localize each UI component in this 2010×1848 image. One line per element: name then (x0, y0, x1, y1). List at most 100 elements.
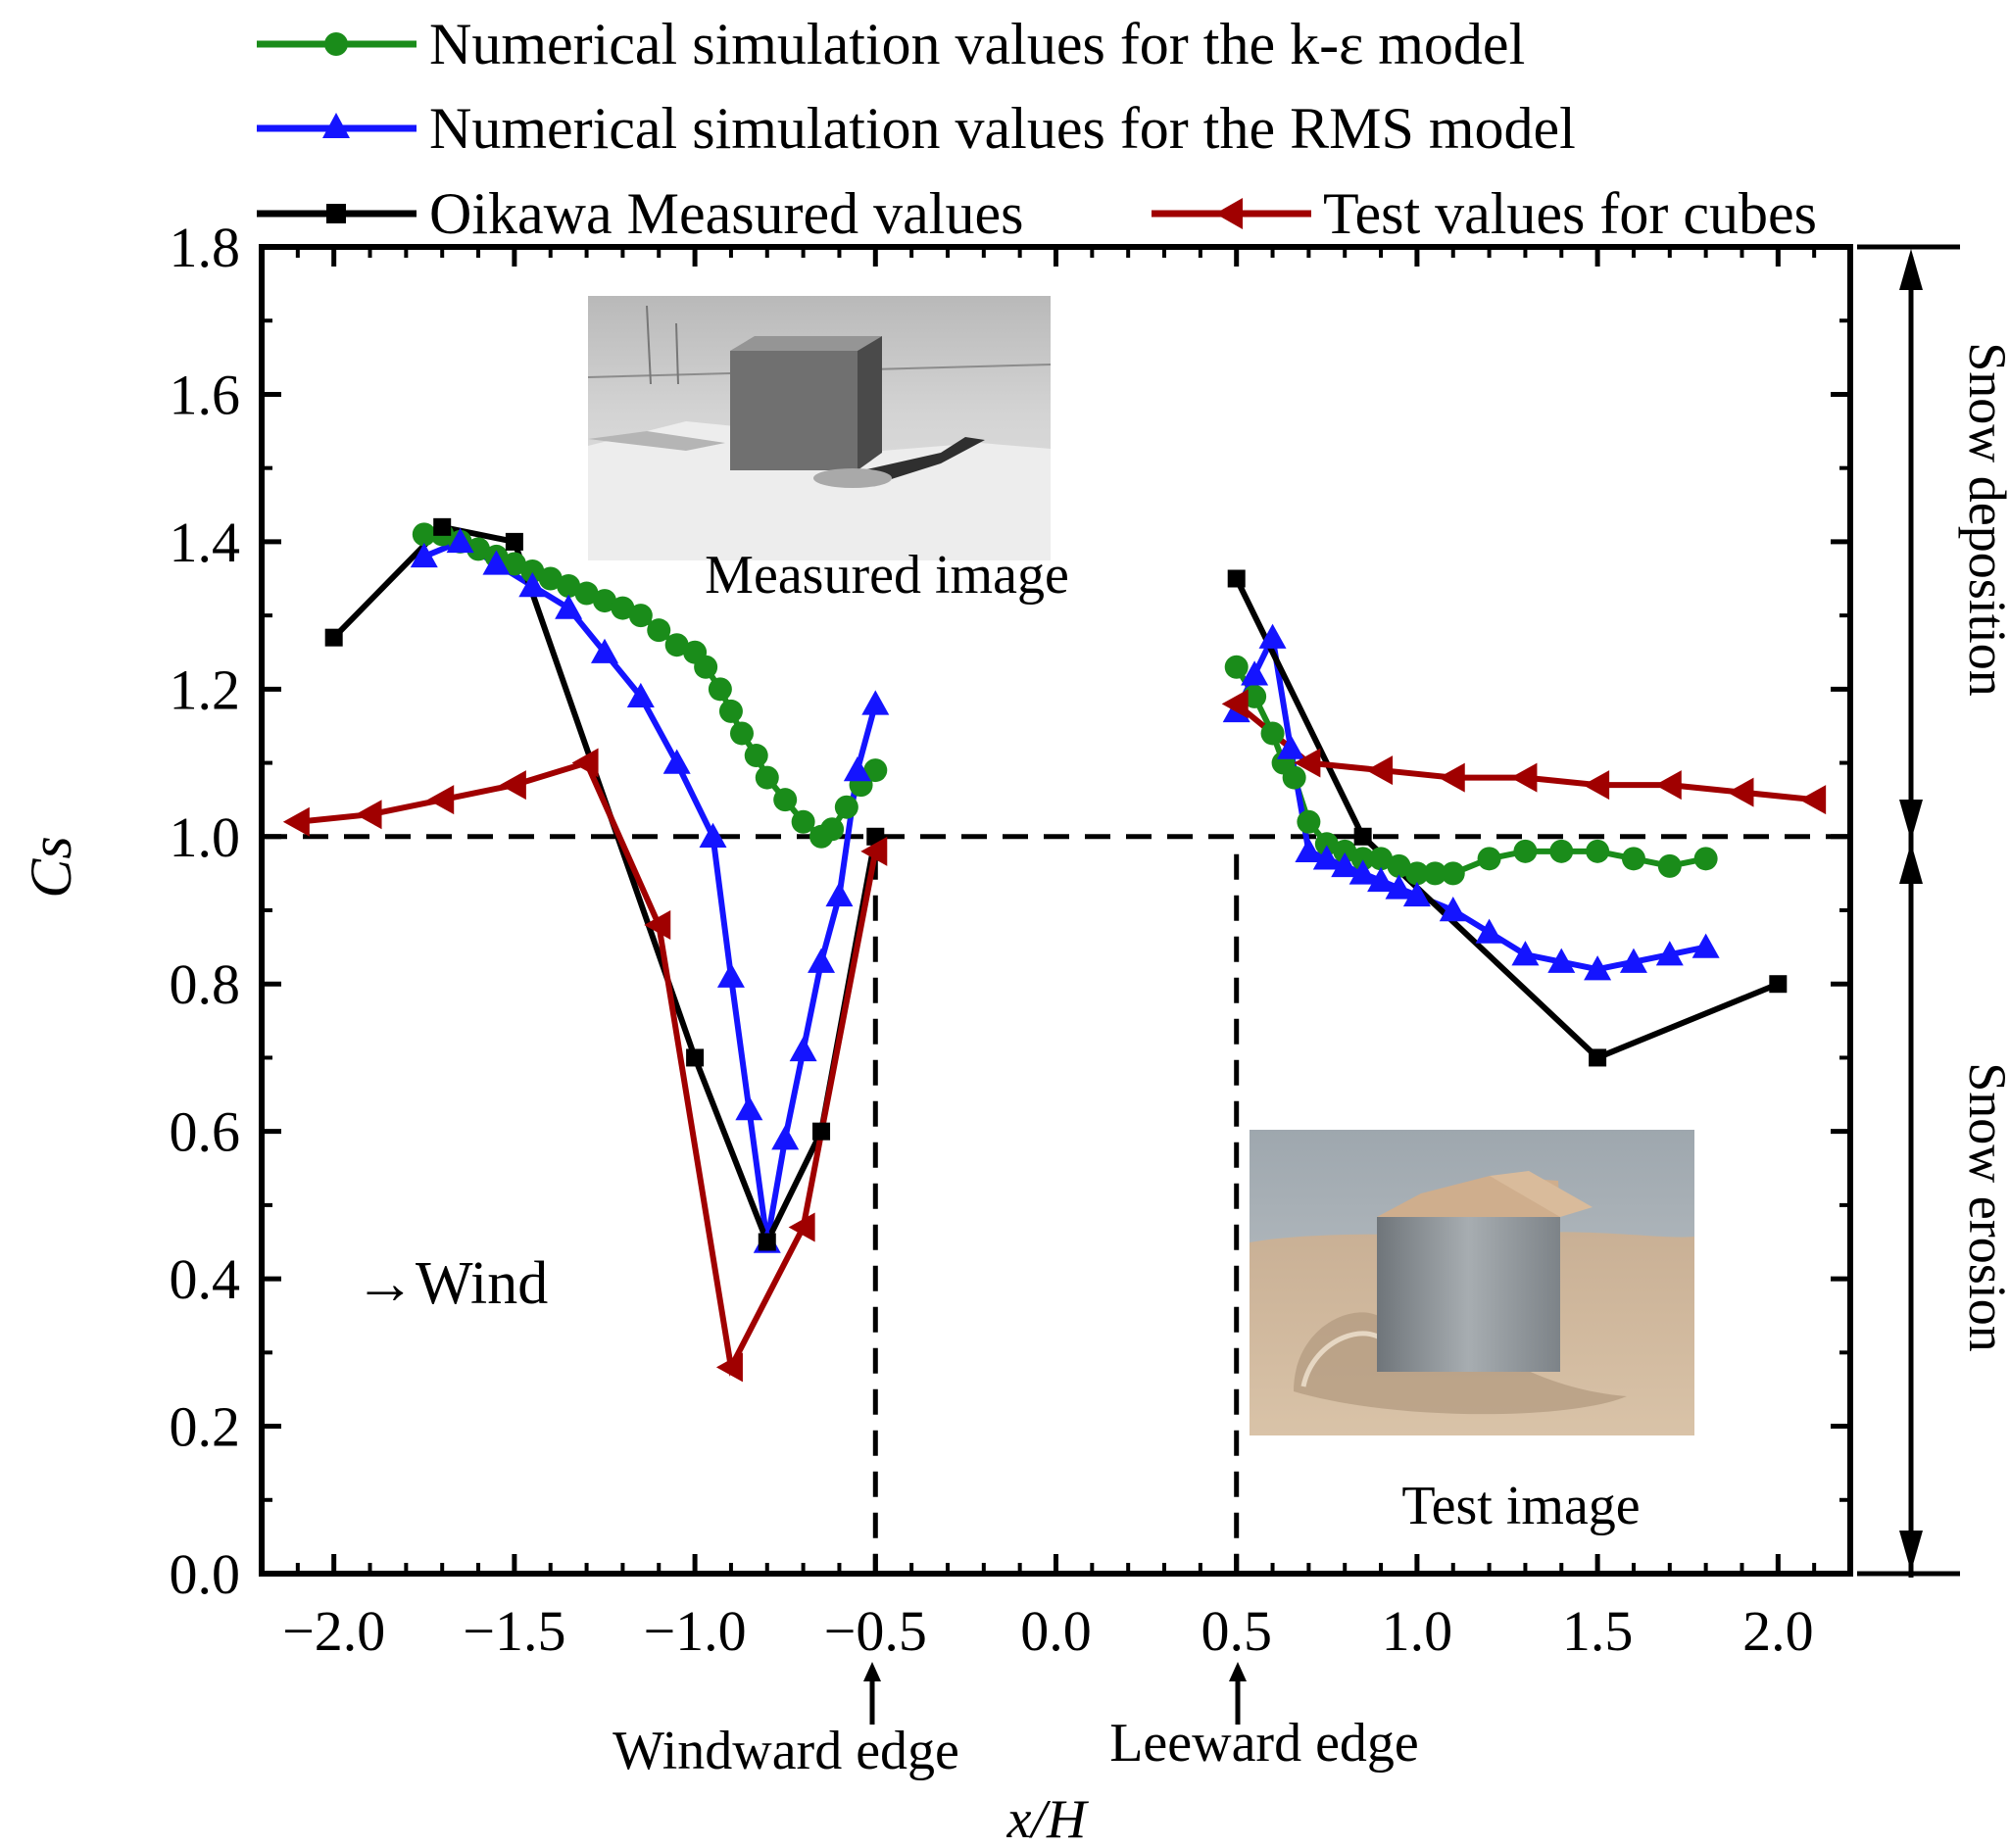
legend-marker-oikawa (326, 204, 346, 223)
series-0-point-0-3 (466, 537, 491, 561)
series-0-point-0-6 (520, 559, 545, 583)
series-1-point-1-10 (1402, 881, 1431, 907)
series-3-point-1-3 (1438, 762, 1465, 793)
series-1-point-1-4 (1295, 837, 1323, 863)
series-1-point-1-1 (1241, 660, 1269, 686)
series-3-point-0-6 (715, 1352, 743, 1383)
series-0-point-0-16 (694, 655, 718, 679)
series-0-point-1-6 (1314, 832, 1339, 856)
series-1-point-0-2 (482, 550, 511, 575)
wind-annotation: →Wind (355, 1250, 548, 1317)
legend: Numerical simulation values for the k-ε … (257, 12, 1817, 246)
x-tick-label-0: −2.0 (282, 1599, 385, 1663)
legend-marker-cubes (1215, 198, 1243, 229)
measured-image-caption: Measured image (705, 545, 1069, 606)
series-2-point-0-1 (433, 517, 452, 536)
x-tick-label-8: 2.0 (1742, 1599, 1814, 1663)
series-0-point-1-18 (1621, 847, 1645, 871)
series-0-point-1-9 (1369, 847, 1394, 871)
series-0-point-1-19 (1657, 853, 1682, 878)
series-3-point-0-7 (788, 1212, 815, 1242)
windward-edge-arrow (863, 1662, 881, 1725)
series-3-point-1-6 (1654, 770, 1682, 801)
test-image-photo (1250, 1130, 1694, 1435)
series-1-point-1-11 (1439, 897, 1467, 922)
series-0-point-1-11 (1404, 861, 1429, 886)
legend-label-k-epsilon: Numerical simulation values for the k-ε … (429, 12, 1525, 76)
plot-area: 0.0 0.2 0.4 0.6 0.8 1.0 1.2 1.4 1.6 1.8 −2.0 −1.5 −1… (170, 216, 1853, 1663)
series-0-point-0-0 (412, 522, 436, 547)
series-1-point-0-12 (771, 1125, 800, 1150)
series-3-point-0-3 (499, 770, 526, 801)
leeward-edge-label: Leeward edge (1109, 1713, 1419, 1774)
y-tick-label-4: 0.8 (170, 952, 241, 1016)
series-3-point-0-5 (644, 910, 671, 941)
series-3-point-0-4 (571, 748, 599, 778)
series-2-point-0-2 (505, 532, 523, 551)
series-0-point-1-7 (1333, 839, 1357, 863)
legend-entry-k-epsilon: Numerical simulation values for the k-ε … (257, 12, 1525, 76)
series-1-point-0-17 (861, 690, 890, 715)
series-0-point-0-13 (647, 618, 671, 643)
series-0-point-0-19 (729, 721, 754, 746)
series-3-point-1-0 (1221, 689, 1249, 719)
series-1-point-1-7 (1348, 859, 1377, 885)
y-tick-label-2: 0.4 (170, 1247, 241, 1311)
x-tick-label-3: −0.5 (824, 1599, 927, 1663)
series-0-point-0-23 (791, 809, 815, 834)
series-1-point-0-14 (808, 948, 836, 973)
series-1-point-0-3 (518, 572, 547, 598)
series-3-point-1-1 (1294, 748, 1321, 778)
x-tick-label-6: 1.0 (1382, 1599, 1453, 1663)
series-0-point-0-12 (628, 604, 653, 628)
series-0-point-0-10 (592, 589, 616, 613)
series-0-point-0-5 (502, 552, 526, 576)
series-1-point-0-8 (699, 822, 727, 848)
x-tick-label-4: 0.0 (1020, 1599, 1092, 1663)
legend-marker-k-epsilon (324, 32, 348, 56)
series-1-point-1-12 (1475, 918, 1503, 944)
x-tick-label-2: −1.0 (643, 1599, 746, 1663)
series-1-point-1-17 (1655, 941, 1684, 966)
y-tick-label-9: 1.8 (170, 216, 241, 279)
series-3-point-1-8 (1799, 785, 1827, 815)
series-0-point-1-1 (1243, 684, 1267, 708)
series-1-point-1-3 (1276, 734, 1304, 759)
snow-erosion-label: Snow erosion (1958, 1062, 2010, 1352)
series-2-point-1-2 (1589, 1048, 1607, 1067)
series-1-point-1-15 (1584, 955, 1612, 981)
series-1-point-1-9 (1385, 874, 1413, 900)
y-tick-label-7: 1.4 (170, 511, 241, 574)
series-0-point-0-21 (755, 765, 779, 790)
series-2-point-1-3 (1769, 975, 1788, 994)
series-3-point-0-8 (860, 836, 888, 866)
series-1-point-0-7 (662, 749, 691, 774)
deposition-erosion-indicator (1857, 244, 1960, 1578)
series-0-point-0-28 (863, 758, 888, 783)
leeward-edge-arrow (1229, 1662, 1247, 1725)
series-0-point-1-5 (1297, 809, 1321, 834)
x-tick-label-1: −1.5 (463, 1599, 565, 1663)
y-tick-label-5: 1.0 (170, 805, 241, 869)
series-1-point-0-4 (555, 594, 583, 619)
series-1-line-1 (1234, 627, 1707, 973)
series-3-point-1-7 (1727, 777, 1754, 807)
test-image-caption: Test image (1401, 1476, 1640, 1536)
series-0-point-1-14 (1477, 847, 1501, 871)
series-0-point-1-13 (1441, 861, 1465, 886)
series-0-point-0-17 (708, 677, 732, 702)
series-1-point-1-2 (1258, 623, 1287, 649)
measured-image-photo (587, 296, 1052, 560)
series-0-point-1-16 (1549, 839, 1574, 863)
series-1-point-1-8 (1367, 866, 1396, 893)
series-1-point-0-15 (825, 881, 854, 907)
series-1-point-1-13 (1511, 941, 1540, 966)
series-1-point-1-16 (1619, 948, 1647, 973)
series-1-point-1-6 (1331, 851, 1359, 878)
y-tick-label-0: 0.0 (170, 1542, 241, 1606)
series-0-point-1-20 (1693, 847, 1718, 871)
series-0-point-0-8 (557, 574, 581, 599)
series-1-point-0-1 (446, 527, 474, 554)
series-0-point-0-25 (820, 817, 845, 842)
y-tick-label-6: 1.2 (170, 657, 241, 721)
